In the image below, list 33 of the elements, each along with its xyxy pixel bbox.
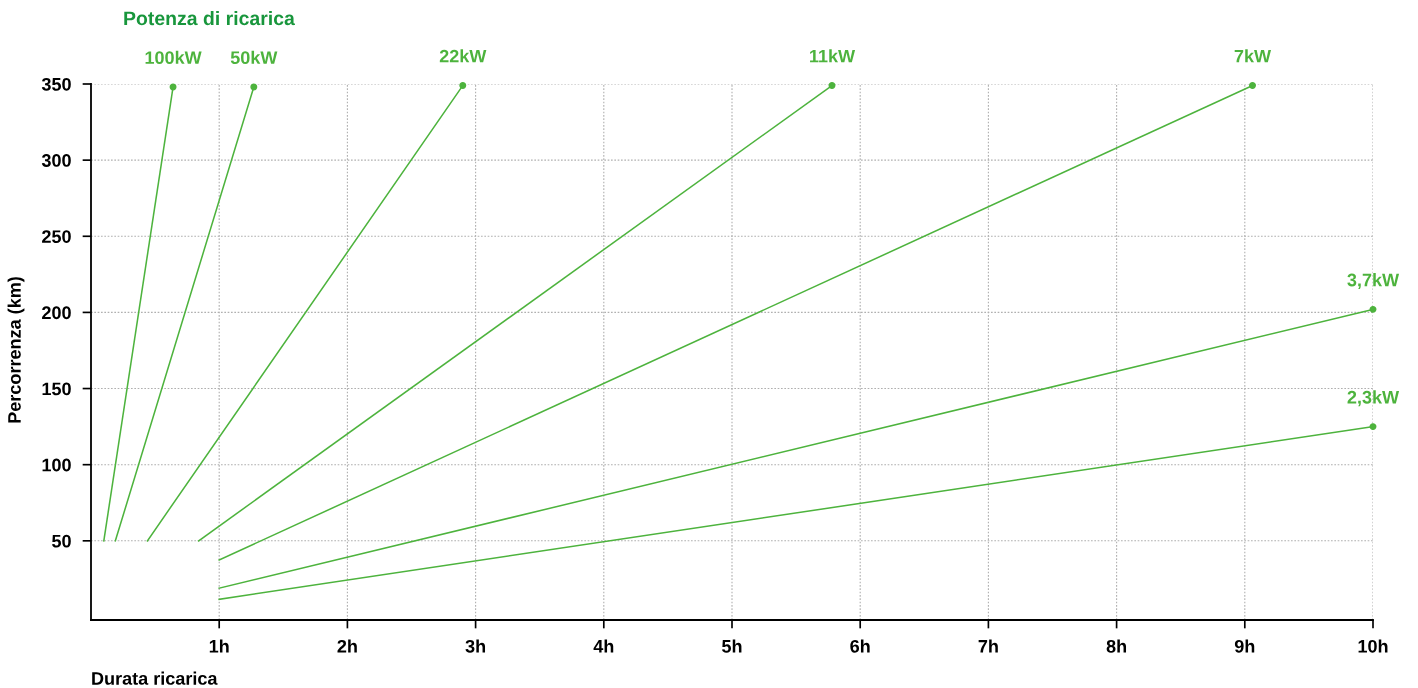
- x-tick-label: 9h: [1234, 639, 1255, 653]
- y-tick-label: 150: [42, 382, 71, 396]
- x-tick-label: 3h: [465, 639, 486, 653]
- x-tick-label: 6h: [850, 639, 870, 653]
- y-tick-label: 50: [52, 534, 71, 548]
- x-tick-label: 10h: [1358, 639, 1388, 653]
- point: [1249, 82, 1256, 89]
- series-label: 50kW: [230, 50, 278, 65]
- point: [459, 82, 467, 89]
- point: [828, 82, 836, 89]
- y-axis-title: Percorrenza (km): [7, 277, 25, 423]
- y-tick-label: 300: [41, 154, 71, 167]
- y-tick-label: 250: [42, 230, 71, 243]
- series-label: 22kW: [439, 49, 487, 63]
- x-axis-title: Durata ricarica: [92, 671, 218, 685]
- x-tick-label: 2h: [337, 639, 357, 653]
- series-label: 3,7kW: [1347, 273, 1400, 289]
- series-label: 11kW: [810, 49, 856, 63]
- series-label: 7kW: [1234, 49, 1272, 63]
- point: [250, 83, 258, 91]
- y-tick-label: 100: [42, 458, 71, 472]
- x-tick-label: 7h: [978, 639, 998, 653]
- chart-title: Potenza di ricarica: [124, 10, 295, 26]
- y-tick-label: 200: [42, 306, 71, 320]
- x-tick-label: 8h: [1106, 639, 1127, 653]
- series-label: 100kW: [145, 50, 202, 65]
- y-tick-label: 350: [41, 77, 71, 91]
- point: [1369, 305, 1377, 313]
- x-tick-label: 1h: [209, 639, 229, 653]
- point: [1369, 423, 1377, 431]
- x-tick-label: 5h: [722, 639, 742, 653]
- series-label: 2,3kW: [1347, 390, 1400, 407]
- x-tick-label: 4h: [593, 639, 614, 653]
